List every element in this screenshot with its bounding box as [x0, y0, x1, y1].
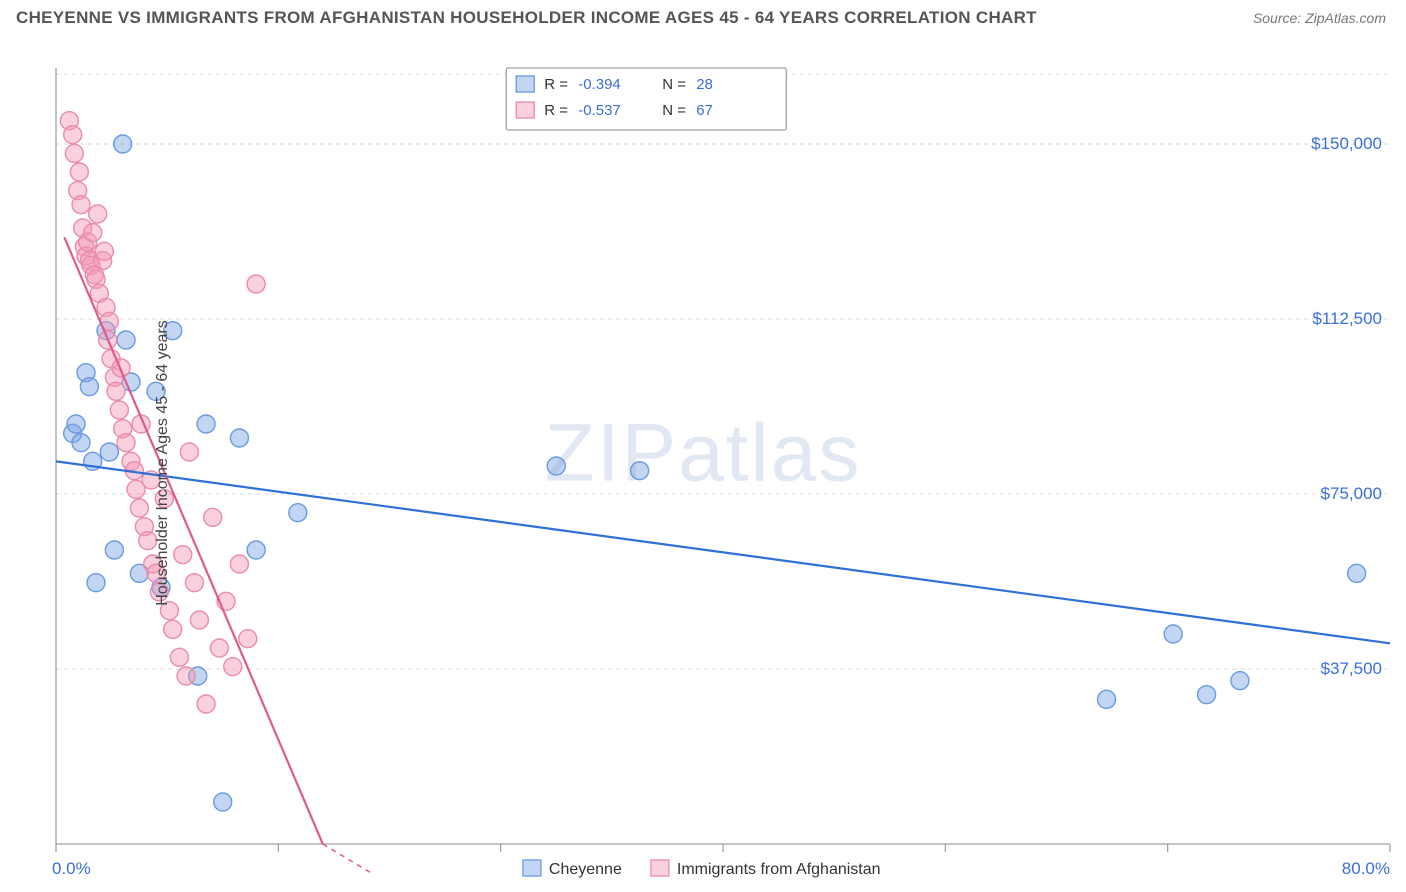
data-point [107, 382, 125, 400]
legend-r-label: R = [544, 76, 568, 93]
data-point [230, 555, 248, 573]
legend-n-value: 28 [696, 76, 713, 93]
legend-series-label: Cheyenne [549, 861, 622, 878]
data-point [230, 429, 248, 447]
y-tick-label: $150,000 [1311, 134, 1382, 153]
data-point [87, 574, 105, 592]
data-point [164, 620, 182, 638]
trend-line [64, 237, 322, 844]
data-point [247, 275, 265, 293]
data-point [114, 135, 132, 153]
data-point [1198, 686, 1216, 704]
data-point [214, 793, 232, 811]
trend-extension [323, 844, 373, 874]
data-point [204, 508, 222, 526]
legend-swatch [651, 860, 669, 876]
legend-r-value: -0.394 [578, 76, 621, 93]
data-point [174, 546, 192, 564]
data-point [185, 574, 203, 592]
scatter-plot-svg: $37,500 $75,000 $112,500 $150,000 0.0% 80.0% R… [0, 34, 1406, 892]
data-point [84, 224, 102, 242]
data-point [105, 541, 123, 559]
data-point [117, 331, 135, 349]
data-point [117, 434, 135, 452]
data-point [547, 457, 565, 475]
legend-swatch [516, 76, 534, 92]
data-point [289, 504, 307, 522]
data-point [95, 242, 113, 260]
data-point [631, 462, 649, 480]
legend-n-label: N = [662, 76, 686, 93]
data-point [70, 163, 88, 181]
data-point [197, 415, 215, 433]
legend-series-label: Immigrants from Afghanistan [677, 861, 881, 878]
data-point [110, 401, 128, 419]
correlation-legend: R = -0.394 N = 28 R = -0.537 N = 67 [506, 68, 786, 130]
title-bar: CHEYENNE VS IMMIGRANTS FROM AFGHANISTAN … [0, 0, 1406, 32]
data-point [247, 541, 265, 559]
y-tick-label: $112,500 [1312, 309, 1382, 328]
y-tick-label: $75,000 [1321, 484, 1382, 503]
legend-swatch [523, 860, 541, 876]
data-point [80, 378, 98, 396]
data-point [190, 611, 208, 629]
x-start-label: 0.0% [52, 859, 91, 878]
data-point [64, 126, 82, 144]
data-point [1231, 672, 1249, 690]
data-point [100, 443, 118, 461]
data-point [177, 667, 195, 685]
legend-n-label: N = [662, 102, 686, 119]
data-point [210, 639, 228, 657]
data-point [197, 695, 215, 713]
data-point [67, 415, 85, 433]
data-point [72, 196, 90, 214]
data-point [1164, 625, 1182, 643]
data-point [224, 658, 242, 676]
legend-r-label: R = [544, 102, 568, 119]
data-point [1348, 564, 1366, 582]
legend-swatch [516, 102, 534, 118]
data-point [65, 144, 83, 162]
source-label: Source: ZipAtlas.com [1253, 10, 1386, 26]
legend-r-value: -0.537 [578, 102, 621, 119]
data-point [1098, 690, 1116, 708]
chart-area: Householder Income Ages 45 - 64 years ZI… [0, 34, 1406, 892]
x-end-label: 80.0% [1342, 859, 1390, 878]
data-point [180, 443, 198, 461]
chart-title: CHEYENNE VS IMMIGRANTS FROM AFGHANISTAN … [16, 8, 1037, 28]
series-legend: Cheyenne Immigrants from Afghanistan [523, 860, 881, 878]
y-axis-label: Householder Income Ages 45 - 64 years [154, 320, 172, 606]
data-point [239, 630, 257, 648]
legend-n-value: 67 [696, 102, 713, 119]
data-point [89, 205, 107, 223]
data-point [72, 434, 90, 452]
data-point [130, 499, 148, 517]
y-tick-label: $37,500 [1321, 659, 1382, 678]
data-point [170, 648, 188, 666]
